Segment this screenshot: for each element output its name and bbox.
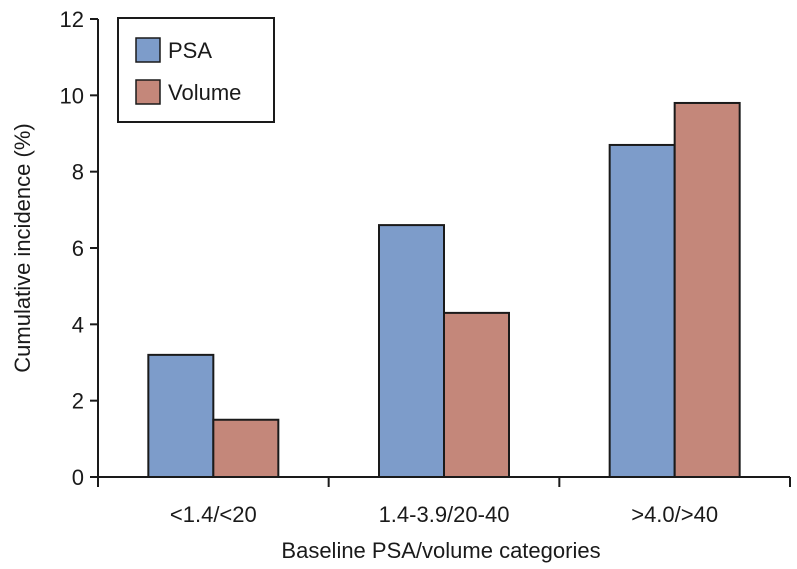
y-axis-title: Cumulative incidence (%) [10,123,35,372]
y-tick-label: 0 [72,465,84,490]
bar-psa [147,353,215,478]
legend-swatch-volume [135,79,161,105]
y-tick-label: 12 [60,7,84,32]
y-tick-label: 2 [72,389,84,414]
x-axis-title: Baseline PSA/volume categories [281,538,600,563]
x-tick-label: 1.4-3.9/20-40 [379,502,510,527]
x-ticks: <1.4/<20 1.4-3.9/20-40 >4.0/>40 [97,477,791,527]
bar-volume [443,311,510,478]
y-tick-label: 10 [60,83,84,108]
bars [147,101,741,478]
y-tick-label: 6 [72,236,84,261]
legend-box [117,17,275,123]
y-ticks: 0 2 4 6 8 10 12 [60,7,98,490]
legend-label-volume: Volume [168,80,241,105]
y-tick-label: 4 [72,312,84,337]
bar-volume [673,101,741,478]
bar-psa [608,143,676,478]
bar-volume [212,418,280,478]
x-axis: <1.4/<20 1.4-3.9/20-40 >4.0/>40 [97,476,791,527]
y-tick-label: 8 [72,160,84,185]
legend: PSA Volume [117,17,275,123]
x-tick-label: >4.0/>40 [631,502,718,527]
legend-swatch-psa [135,37,161,63]
bar-psa [378,224,445,478]
y-axis: 0 2 4 6 8 10 12 [60,7,99,490]
legend-label-psa: PSA [168,38,212,63]
x-tick-label: <1.4/<20 [170,502,257,527]
